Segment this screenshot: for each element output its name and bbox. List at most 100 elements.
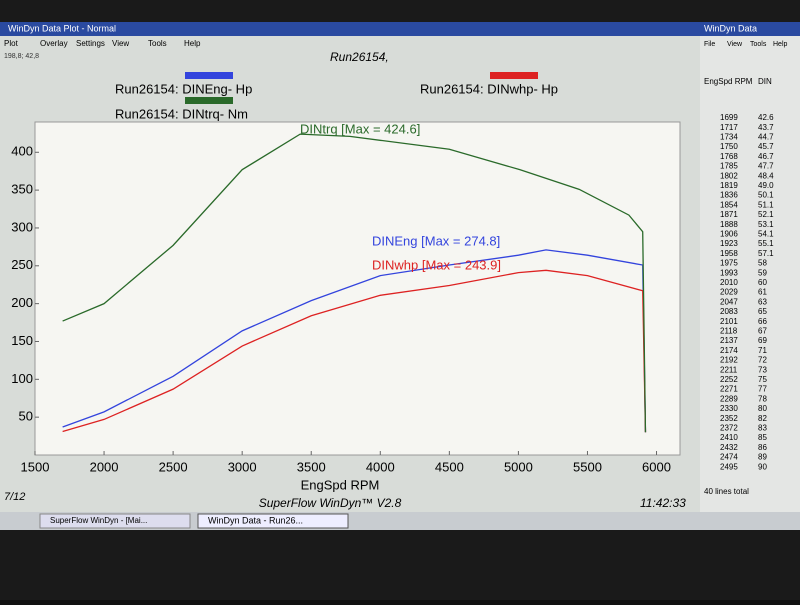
x-tick-label: 5000 (504, 459, 533, 474)
table-cell: 89 (758, 453, 767, 462)
table-cell: 1958 (720, 249, 738, 258)
table-cell: 53.1 (758, 220, 774, 229)
plot-area (34, 121, 681, 456)
table-cell: 1750 (720, 142, 738, 151)
table-cell: 2432 (720, 443, 738, 452)
y-tick-label: 100 (11, 371, 33, 386)
table-cell: 58 (758, 259, 767, 268)
table-cell: 83 (758, 424, 767, 433)
table-cell: 42.6 (758, 113, 774, 122)
task-button[interactable] (197, 513, 349, 529)
table-cell: 50.1 (758, 191, 774, 200)
footer-left: 7/12 (4, 491, 25, 503)
table-cell: 54.1 (758, 230, 774, 239)
annotation: DINtrq [Max = 424.6] (300, 121, 420, 136)
table-cell: 1871 (720, 210, 738, 219)
table-cell: 1888 (720, 220, 738, 229)
table-cell: 2174 (720, 346, 738, 355)
table-cell: 75 (758, 375, 767, 384)
table-cell: 82 (758, 414, 767, 423)
y-tick-label: 300 (11, 219, 33, 234)
menu-item: Tools (750, 41, 767, 48)
table-cell: 65 (758, 307, 767, 316)
table-cell: 2289 (720, 394, 738, 403)
x-tick-label: 2000 (90, 459, 119, 474)
table-cell: 57.1 (758, 249, 774, 258)
table-cell: 43.7 (758, 123, 774, 132)
menu-item: View (727, 41, 743, 48)
table-cell: 2192 (720, 356, 738, 365)
y-tick-label: 150 (11, 333, 33, 348)
table-cell: 1975 (720, 259, 738, 268)
table-cell: 49.0 (758, 181, 774, 190)
table-cell: 2211 (720, 365, 738, 374)
table-cell: 90 (758, 462, 767, 471)
chart-title: Run26154, (330, 50, 389, 64)
table-cell: 2252 (720, 375, 738, 384)
table-cell: 85 (758, 433, 767, 442)
annotation: DINwhp [Max = 243.9] (372, 257, 501, 272)
table-cell: 66 (758, 317, 767, 326)
table-cell: 2029 (720, 288, 738, 297)
table-cell: 1836 (720, 191, 738, 200)
menu-item: Settings (76, 39, 105, 48)
table-cell: 52.1 (758, 210, 774, 219)
title-bar (0, 22, 700, 36)
table-cell: 2495 (720, 462, 738, 471)
table-cell: 1768 (720, 152, 738, 161)
table-cell: 72 (758, 356, 767, 365)
x-axis-label: EngSpd RPM (301, 477, 380, 492)
table-cell: 2101 (720, 317, 738, 326)
table-cell: 60 (758, 278, 767, 287)
table-cell: 73 (758, 365, 767, 374)
table-cell: 71 (758, 346, 767, 355)
table-cell: 69 (758, 336, 767, 345)
x-tick-label: 3500 (297, 459, 326, 474)
table-cell: 2330 (720, 404, 738, 413)
col-header: EngSpd RPM (704, 77, 753, 86)
menu-item: Tools (148, 39, 167, 48)
x-tick-label: 4000 (366, 459, 395, 474)
table-cell: 47.7 (758, 162, 774, 171)
table-cell: 2372 (720, 424, 738, 433)
table-cell: 67 (758, 327, 767, 336)
series-line (62, 133, 647, 433)
y-tick-label: 350 (11, 182, 33, 197)
task-button[interactable] (39, 513, 191, 529)
menu-item: View (112, 39, 129, 48)
menu-item: Help (184, 39, 201, 48)
col-header: DIN (758, 77, 772, 86)
table-cell: 1854 (720, 200, 738, 209)
annotation: DINEng [Max = 274.8] (372, 233, 500, 248)
x-tick-label: 6000 (642, 459, 671, 474)
footer-center: SuperFlow WinDyn™ V2.8 (259, 496, 402, 510)
x-tick-label: 2500 (159, 459, 188, 474)
table-cell: 2271 (720, 385, 738, 394)
menu-item: File (704, 41, 715, 48)
table-cell: 1819 (720, 181, 738, 190)
task-label: SuperFlow WinDyn - [Mai... (50, 516, 147, 525)
menu-item: Overlay (40, 39, 68, 48)
x-tick-label: 3000 (228, 459, 257, 474)
x-tick-label: 4500 (435, 459, 464, 474)
side-title-bar (700, 22, 800, 36)
legend-swatch (185, 97, 233, 104)
y-tick-label: 50 (19, 409, 33, 424)
side-panel (700, 22, 800, 514)
table-cell: 2474 (720, 453, 738, 462)
table-cell: 77 (758, 385, 767, 394)
table-cell: 45.7 (758, 142, 774, 151)
series-line (62, 249, 647, 433)
side-footer: 40 lines total (704, 487, 749, 496)
coords: 198,8; 42,8 (4, 53, 39, 60)
x-tick-label: 1500 (21, 459, 50, 474)
table-cell: 2410 (720, 433, 738, 442)
table-cell: 59 (758, 268, 767, 277)
table-cell: 63 (758, 297, 767, 306)
table-cell: 51.1 (758, 200, 774, 209)
table-cell: 2118 (720, 327, 738, 336)
table-cell: 61 (758, 288, 767, 297)
table-cell: 1717 (720, 123, 738, 132)
